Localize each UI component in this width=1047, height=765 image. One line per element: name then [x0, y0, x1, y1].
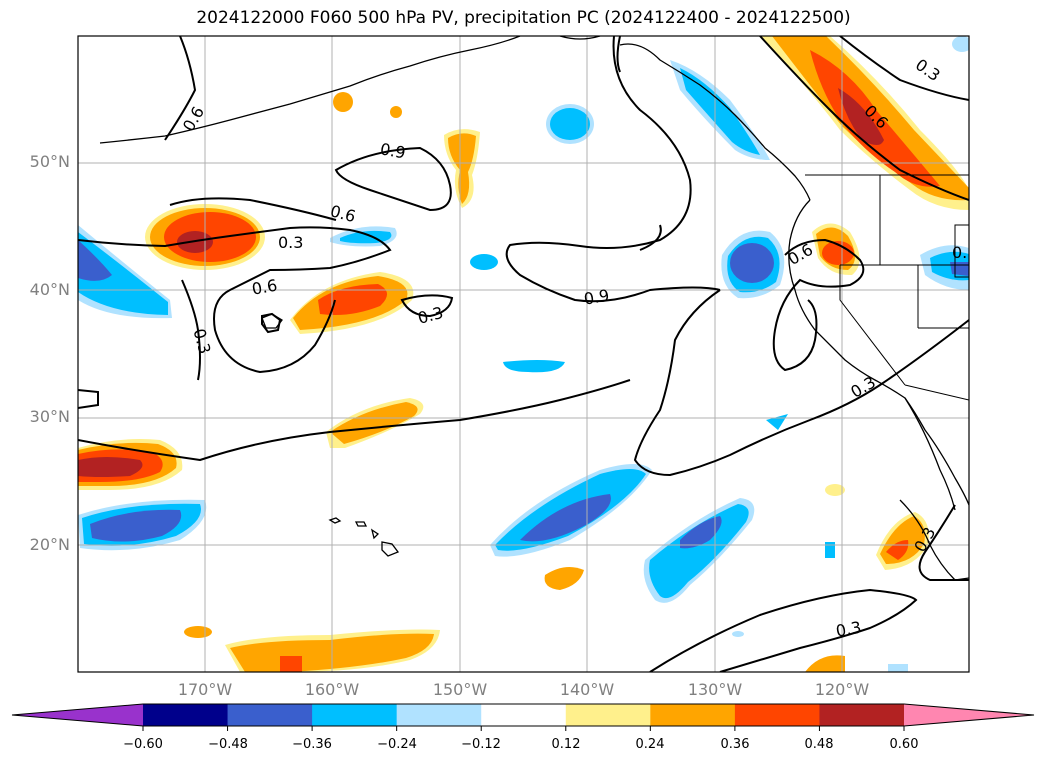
- map-title: 2024122000 F060 500 hPa PV, precipitatio…: [196, 8, 851, 28]
- colorbar-label: 0.48: [804, 737, 834, 752]
- colorbar-label: −0.60: [123, 737, 163, 752]
- lon-label: 140°W: [559, 680, 615, 699]
- colorbar-label: −0.36: [292, 737, 332, 752]
- lat-label: 50°N: [29, 152, 70, 171]
- colorbar-segment: [481, 704, 567, 726]
- colorbar-label: 0.60: [889, 737, 919, 752]
- graticule: [78, 36, 969, 672]
- map-background: [78, 36, 969, 672]
- colorbar-segment: [734, 704, 820, 726]
- pv-contours: [78, 36, 969, 672]
- colorbar-segment: [650, 704, 736, 726]
- colorbar-segment: [819, 704, 905, 726]
- lon-label: 150°W: [432, 680, 488, 699]
- colorbar-segment: [396, 704, 482, 726]
- colorbar-label: −0.24: [377, 737, 417, 752]
- contour-label: 0.: [952, 243, 967, 262]
- colorbar-extend-low: [12, 704, 143, 726]
- lat-label: 20°N: [29, 535, 70, 554]
- lon-label: 170°W: [177, 680, 233, 699]
- colorbar-label: −0.48: [208, 737, 248, 752]
- lat-label: 30°N: [29, 407, 70, 426]
- lat-label: 40°N: [29, 280, 70, 299]
- contour-label: 0.3: [278, 233, 303, 252]
- map-frame: [77, 35, 970, 673]
- contour-label: 0.6: [250, 276, 278, 299]
- contour-label: 0.9: [379, 139, 407, 162]
- pv-small-loop: [261, 312, 282, 334]
- colorbar-label: 0.12: [551, 737, 581, 752]
- colorbar-label: 0.24: [635, 737, 665, 752]
- contour-label: 0.9: [582, 286, 610, 309]
- colorbar-segment: [565, 704, 651, 726]
- colorbar-segment: [227, 704, 313, 726]
- lon-label: 160°W: [304, 680, 360, 699]
- contour-label: 0.3: [834, 618, 862, 641]
- colorbar-label: 0.36: [720, 737, 750, 752]
- colorbar: [11, 703, 1035, 727]
- colorbar-segment: [143, 704, 229, 726]
- lon-label: 130°W: [687, 680, 743, 699]
- colorbar-ticks: [142, 726, 905, 731]
- lon-label: 120°W: [814, 680, 870, 699]
- colorbar-label: −0.12: [461, 737, 501, 752]
- coastlines: [99, 36, 969, 581]
- colorbar-extend-high: [904, 704, 1034, 726]
- colorbar-segment: [312, 704, 398, 726]
